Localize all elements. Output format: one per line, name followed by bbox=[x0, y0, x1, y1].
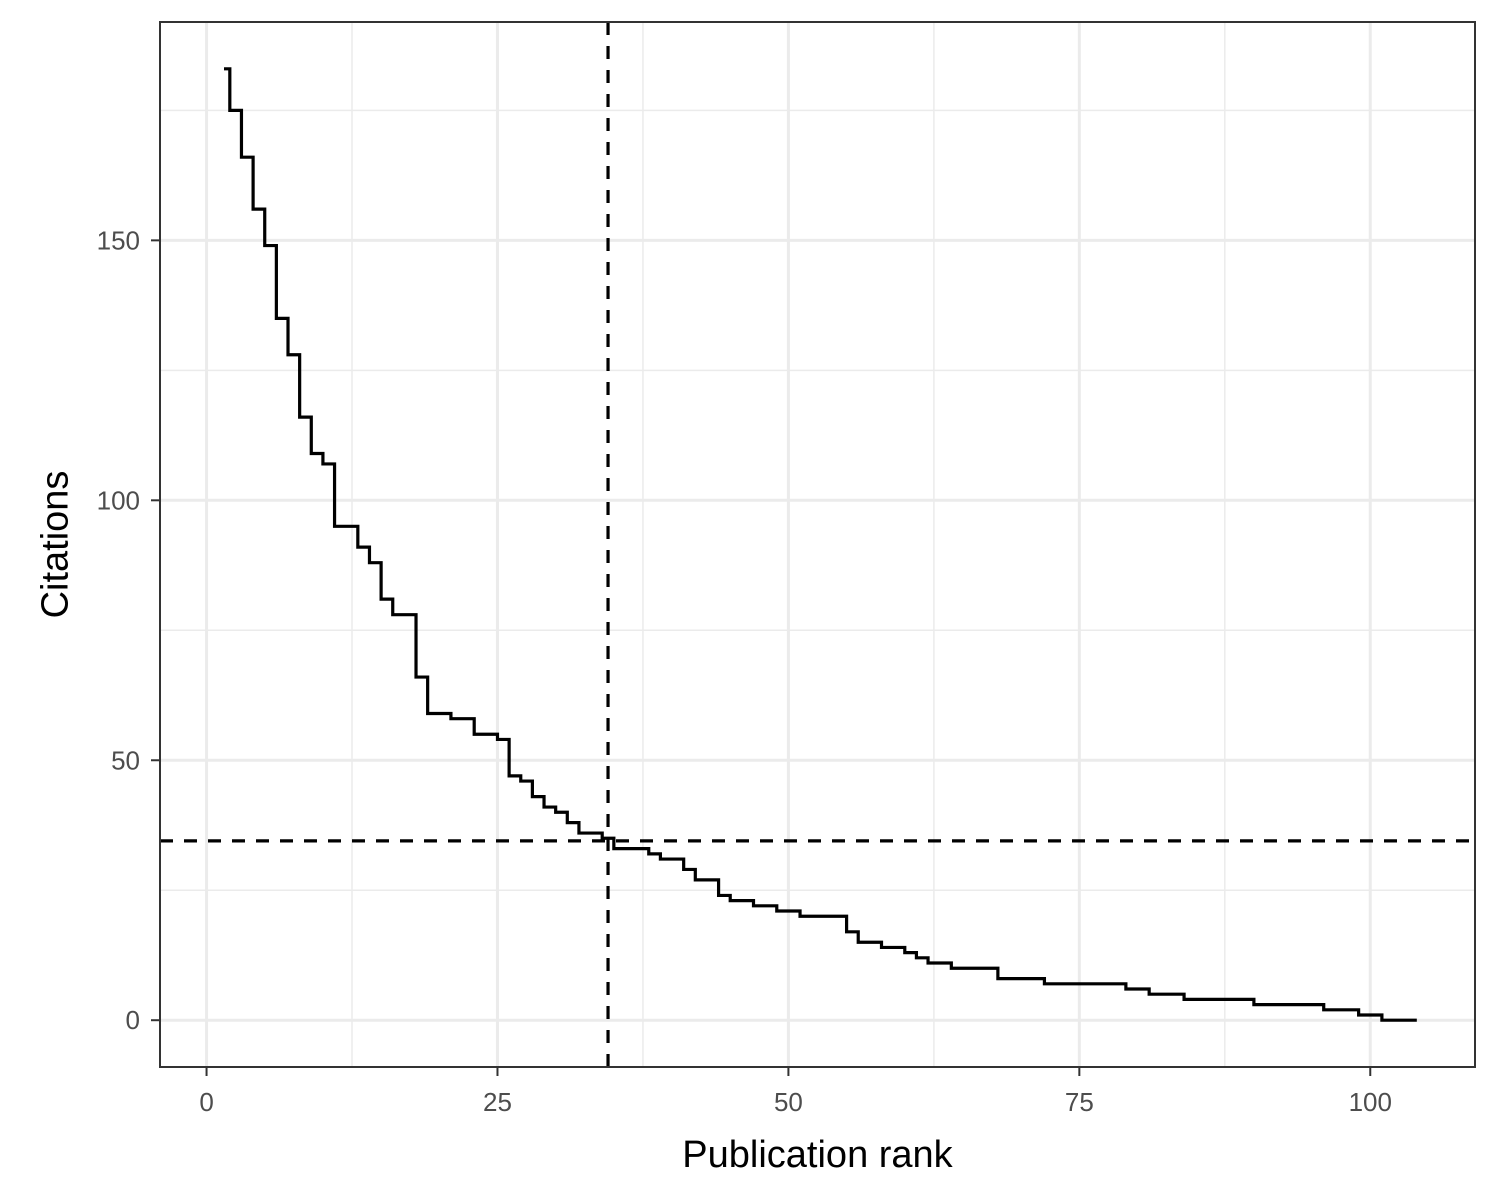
x-tick-label: 75 bbox=[1065, 1087, 1094, 1117]
y-tick-label: 0 bbox=[126, 1005, 140, 1035]
x-tick-label: 25 bbox=[483, 1087, 512, 1117]
y-tick-label: 150 bbox=[97, 225, 140, 255]
x-tick-label: 0 bbox=[199, 1087, 213, 1117]
x-axis-title: Publication rank bbox=[682, 1134, 953, 1176]
series-step-line bbox=[224, 67, 1417, 1022]
x-tick-label: 50 bbox=[774, 1087, 803, 1117]
plot-panel-border bbox=[159, 21, 1476, 1068]
y-tick-label: 100 bbox=[97, 485, 140, 515]
x-axis-ticks: 0 25 50 75 100 bbox=[199, 1067, 1392, 1117]
y-tick-label: 50 bbox=[111, 745, 140, 775]
y-axis-ticks: 0 50 100 150 bbox=[97, 225, 160, 1035]
grid-lines bbox=[160, 22, 1475, 1067]
y-axis-title: Citations bbox=[34, 471, 76, 619]
reference-lines bbox=[160, 22, 1475, 1067]
x-tick-label: 100 bbox=[1349, 1087, 1392, 1117]
series-layer bbox=[224, 67, 1417, 1022]
